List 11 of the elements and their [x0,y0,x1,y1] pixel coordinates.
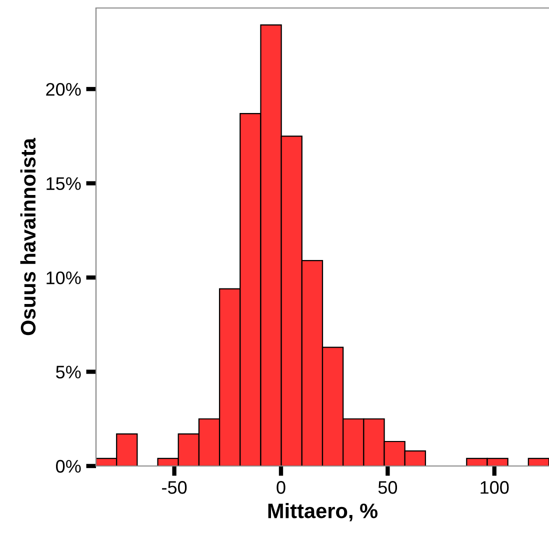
y-tick-label: 15% [46,177,81,190]
y-tick-label: 0% [56,460,81,473]
x-tick-label: 100 [480,481,509,494]
x-tick-label: 0 [276,481,286,494]
x-axis-title: Mittaero, % [268,502,378,522]
y-tick-label: 10% [46,271,81,284]
x-tick-label: -50 [162,481,187,494]
y-axis-title: Osuus havainnoista [20,138,36,336]
y-tick-label: 5% [56,366,81,378]
y-tick-label: 20% [46,82,81,96]
x-tick-label: 50 [378,481,398,494]
